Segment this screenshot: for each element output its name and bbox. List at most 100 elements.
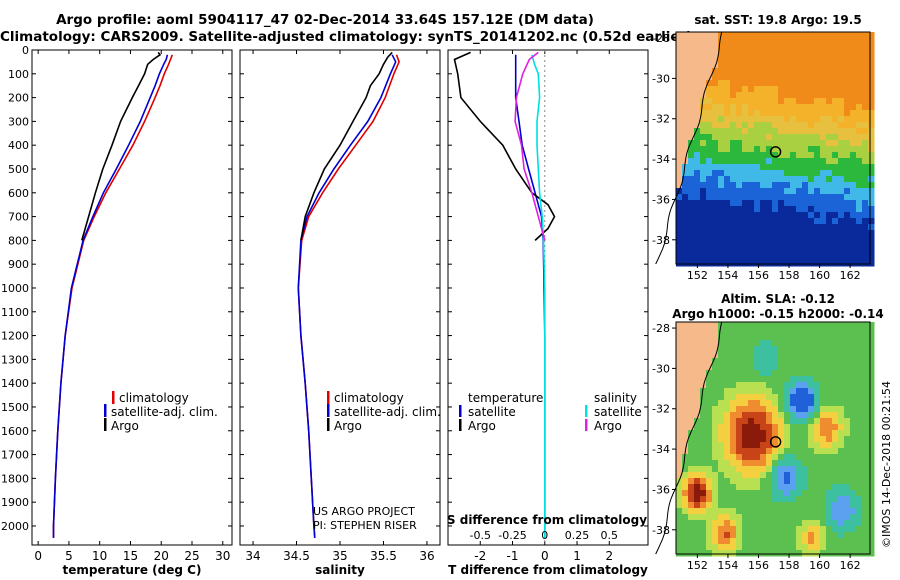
map-cell: [838, 478, 845, 485]
map-cell: [802, 50, 809, 57]
map-cell: [748, 62, 755, 69]
map-cell: [688, 176, 695, 183]
map-cell: [706, 514, 713, 521]
map-cell: [766, 122, 773, 129]
map-cell: [766, 164, 773, 171]
map-cell: [766, 104, 773, 111]
map-cell: [724, 328, 731, 335]
map-cell: [820, 164, 827, 171]
map-cell: [790, 134, 797, 141]
map-cell: [790, 346, 797, 353]
map-cell: [808, 170, 815, 177]
map-cell: [802, 68, 809, 75]
map-cell: [712, 212, 719, 219]
map-cell: [676, 236, 683, 243]
map-cell: [676, 38, 683, 45]
map-cell: [682, 520, 689, 527]
map-cell: [820, 502, 827, 509]
map-cell: [838, 92, 845, 99]
map-cell: [760, 484, 767, 491]
map-cell: [742, 224, 749, 231]
legend-climatology: climatology: [119, 391, 189, 405]
map-cell: [742, 32, 749, 39]
map-cell: [736, 532, 743, 539]
map-cell: [838, 200, 845, 207]
map-cell: [826, 146, 833, 153]
map-cell: [742, 538, 749, 545]
map-cell: [814, 370, 821, 377]
map-cell: [790, 508, 797, 515]
map-cell: [760, 260, 767, 267]
map-cell: [682, 346, 689, 353]
map-cell: [838, 544, 845, 551]
map-cell: [682, 364, 689, 371]
map-cell: [766, 472, 773, 479]
map-cell: [754, 62, 761, 69]
map-cell: [766, 460, 773, 467]
map-cell: [694, 146, 701, 153]
map-cell: [718, 260, 725, 267]
map-cell: [724, 164, 731, 171]
map-cell: [688, 86, 695, 93]
map-cell: [694, 182, 701, 189]
map-cell: [790, 526, 797, 533]
map-cell: [760, 68, 767, 75]
map-cell: [754, 152, 761, 159]
map-cell: [868, 544, 875, 551]
map-cell: [688, 508, 695, 515]
map-cell: [706, 430, 713, 437]
map-cell: [694, 254, 701, 261]
map-cell: [850, 382, 857, 389]
map-cell: [694, 460, 701, 467]
map-cell: [760, 328, 767, 335]
map-cell: [706, 544, 713, 551]
map-cell: [868, 62, 875, 69]
map-cell: [760, 224, 767, 231]
legend-temp-satellite-swatch: [459, 405, 462, 417]
map-cell: [712, 550, 719, 557]
map-cell: [712, 394, 719, 401]
map-cell: [856, 44, 863, 51]
map-cell: [826, 140, 833, 147]
map-cell: [856, 442, 863, 449]
map-cell: [790, 364, 797, 371]
map-cell: [736, 236, 743, 243]
map-cell: [676, 514, 683, 521]
map-cell: [808, 206, 815, 213]
map-cell: [724, 98, 731, 105]
map-cell: [868, 182, 875, 189]
legend-satellite-swatch: [327, 404, 330, 417]
map-cell: [688, 472, 695, 479]
map-cell: [760, 490, 767, 497]
map-cell: [700, 236, 707, 243]
map-cell: [844, 346, 851, 353]
map-cell: [766, 194, 773, 201]
map-cell: [802, 224, 809, 231]
map-cell: [760, 32, 767, 39]
map-cell: [790, 550, 797, 557]
map-cell: [826, 376, 833, 383]
map-cell: [796, 496, 803, 503]
map-cell: [856, 170, 863, 177]
map-cell: [844, 544, 851, 551]
map-cell: [784, 466, 791, 473]
map-cell: [826, 454, 833, 461]
map-cell: [700, 104, 707, 111]
map-cell: [820, 38, 827, 45]
map-cell: [784, 218, 791, 225]
map-cell: [868, 550, 875, 557]
map-cell: [688, 230, 695, 237]
sla-title: Altim. SLA: -0.12: [721, 292, 835, 306]
map-cell: [760, 526, 767, 533]
map-cell: [754, 32, 761, 39]
map-cell: [856, 370, 863, 377]
map-cell: [826, 98, 833, 105]
map-cell: [826, 194, 833, 201]
map-cell: [766, 340, 773, 347]
map-cell: [688, 322, 695, 329]
map-cell: [706, 176, 713, 183]
map-cell: [682, 134, 689, 141]
map-cell: [826, 406, 833, 413]
map-cell: [826, 496, 833, 503]
